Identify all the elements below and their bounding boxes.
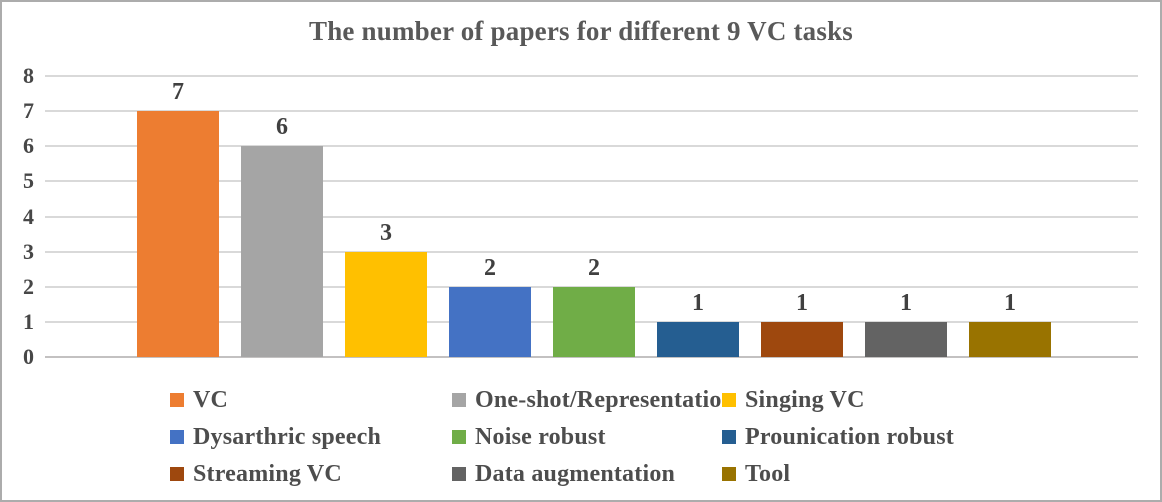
legend-item: Streaming VC (170, 459, 342, 489)
bar-value-label: 6 (276, 114, 288, 140)
bar (865, 322, 947, 357)
y-axis-tick-label: 6 (23, 133, 34, 159)
legend-item-label: Singing VC (745, 386, 865, 413)
legend-item: Prounication robust (722, 422, 954, 452)
y-axis-tick-label: 5 (23, 168, 34, 194)
bar-value-label: 1 (692, 290, 704, 316)
legend-swatch (170, 393, 184, 407)
y-axis-tick-label: 0 (23, 344, 34, 369)
bar (137, 111, 219, 357)
bar (553, 287, 635, 357)
bar-value-label: 2 (484, 255, 496, 281)
gridline (45, 110, 1138, 113)
legend-item: Noise robust (452, 422, 606, 452)
gridline (45, 250, 1138, 253)
legend-item-label: One-shot/Representation (475, 386, 736, 413)
legend-item-label: Data augmentation (475, 460, 676, 487)
legend-item-label: Tool (745, 460, 791, 487)
legend-swatch (452, 430, 466, 444)
y-axis-tick-label: 4 (23, 203, 34, 229)
legend-item: Singing VC (722, 385, 865, 415)
bar (345, 252, 427, 357)
legend-swatch (722, 393, 736, 407)
y-axis-tick-label: 2 (23, 273, 34, 299)
x-axis-line (45, 356, 1138, 358)
bar (241, 146, 323, 357)
bar (761, 322, 843, 357)
bar-value-label: 2 (588, 255, 600, 281)
bar (969, 322, 1051, 357)
y-axis-tick-label: 1 (23, 308, 34, 334)
y-axis-tick-label: 7 (23, 98, 34, 124)
bar (657, 322, 739, 357)
legend-swatch (452, 467, 466, 481)
legend-swatch (170, 467, 184, 481)
legend-item: Tool (722, 459, 790, 489)
legend-item: One-shot/Representation (452, 385, 735, 415)
legend-item-label: Noise robust (475, 423, 606, 450)
bar-value-label: 1 (796, 290, 808, 316)
bar-value-label: 3 (380, 220, 392, 246)
chart-title: The number of papers for different 9 VC … (308, 16, 854, 46)
legend-swatch (722, 430, 736, 444)
bar-value-label: 7 (172, 79, 184, 105)
legend-item: Dysarthric speech (170, 422, 381, 452)
gridline (45, 75, 1138, 77)
bar-value-label: 1 (1004, 290, 1016, 316)
legend-swatch (452, 393, 466, 407)
legend-item: Data augmentation (452, 459, 675, 489)
gridline (45, 180, 1138, 183)
legend-item-label: Streaming VC (193, 460, 342, 487)
legend-swatch (170, 430, 184, 444)
y-axis-tick-label: 8 (23, 63, 34, 88)
gridline (45, 285, 1138, 288)
legend-item-label: VC (193, 386, 229, 413)
legend-swatch (722, 467, 736, 481)
bar-value-label: 1 (900, 290, 912, 316)
gridline (45, 145, 1138, 148)
gridline (45, 215, 1138, 218)
bar (449, 287, 531, 357)
legend-item: VC (170, 385, 228, 415)
y-axis-tick-label: 3 (23, 238, 34, 264)
legend-item-label: Dysarthric speech (193, 423, 382, 450)
legend-item-label: Prounication robust (745, 423, 954, 450)
